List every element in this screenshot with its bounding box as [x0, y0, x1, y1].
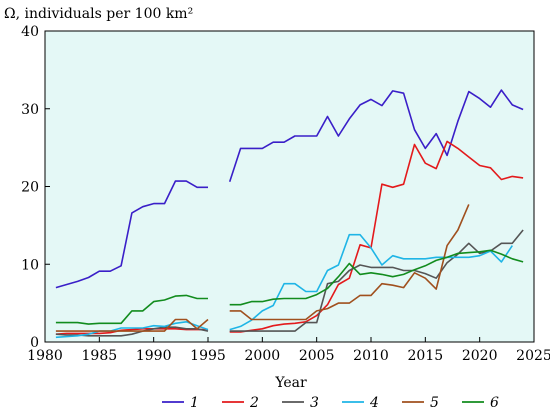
- legend-label-6: 6: [490, 395, 499, 411]
- series-6-line: [229, 249, 524, 306]
- y-tick-label: 10: [21, 257, 39, 273]
- plot-area: [45, 31, 534, 342]
- x-tick-label: 2005: [299, 348, 335, 364]
- x-tick-label: 2025: [516, 348, 550, 364]
- x-tick-label: 1985: [82, 348, 118, 364]
- y-tick-label: 20: [21, 180, 39, 196]
- series-2-line: [229, 140, 524, 333]
- y-axis: 0 10 20 30 40: [21, 24, 50, 351]
- legend: 1 2 3 4 5 6: [162, 395, 499, 411]
- x-axis-title: Year: [274, 375, 307, 391]
- x-tick-label: 2020: [462, 348, 498, 364]
- series-5-line: [229, 204, 470, 321]
- x-tick-label: 1980: [27, 348, 63, 364]
- x-tick-label: 2010: [353, 348, 389, 364]
- legend-label-2: 2: [249, 395, 259, 411]
- series-2-line: [55, 327, 208, 335]
- y-tick-label: 40: [21, 24, 39, 40]
- series-3-line: [229, 229, 524, 332]
- series-4-line: [55, 320, 209, 339]
- x-tick-label: 1990: [136, 348, 172, 364]
- legend-label-5: 5: [430, 395, 439, 411]
- x-tick-label: 1995: [190, 348, 226, 364]
- x-tick-label: 2000: [245, 348, 281, 364]
- y-tick-label: 30: [21, 102, 39, 118]
- y-tick-label: 0: [30, 335, 39, 351]
- series-6-line: [55, 294, 208, 325]
- series-layer: [55, 89, 524, 339]
- legend-label-1: 1: [190, 395, 199, 411]
- series-1-line: [55, 180, 208, 289]
- y-axis-title: Ω, individuals per 100 km²: [4, 6, 193, 22]
- x-axis: 1980 1985 1990 1995 2000 2005 2010 2015 2020 2025: [27, 337, 550, 364]
- series-1-line: [228, 89, 524, 183]
- series-5-line: [55, 318, 209, 332]
- legend-label-4: 4: [369, 395, 379, 411]
- x-tick-label: 2015: [408, 348, 444, 364]
- legend-label-3: 3: [310, 395, 319, 411]
